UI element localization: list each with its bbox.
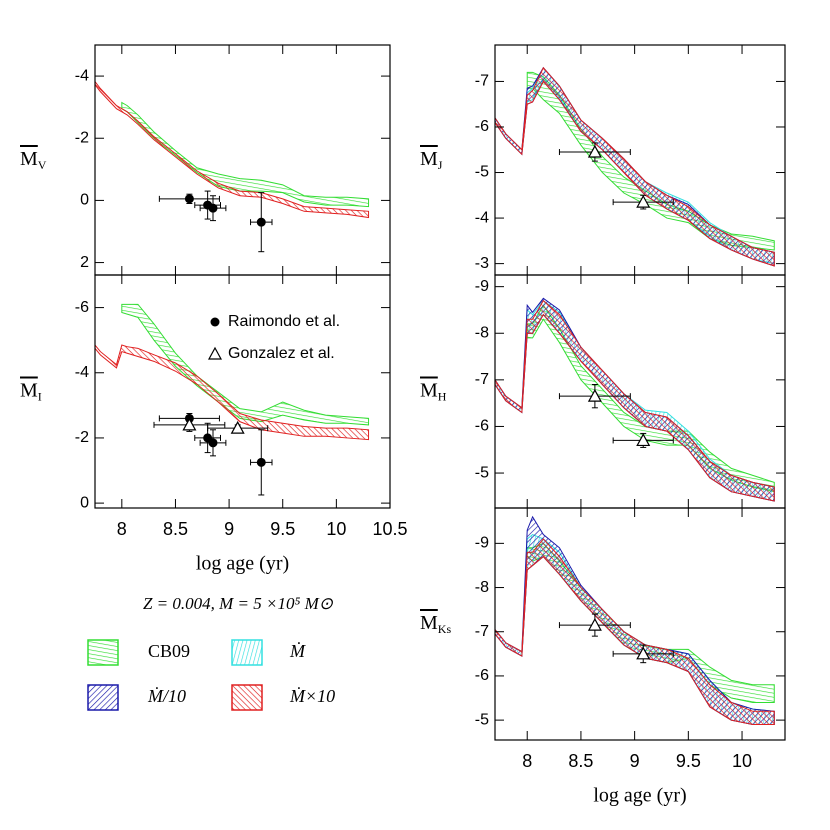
data-point [587,144,602,158]
y-tick-label: 0 [80,494,89,511]
y-axis-label-sub: J [438,158,443,172]
data-point [587,388,602,402]
legend-label: Gonzalez et al. [228,345,335,362]
x-tick-label: 9 [224,519,234,539]
y-tick-label: -7 [475,73,489,90]
data-point [208,438,218,448]
y-tick-label: -9 [475,278,489,295]
data-point [184,194,194,204]
data-point [636,194,651,208]
legend-swatch [87,684,119,711]
x-tick-label: 9 [630,751,640,771]
y-axis-label-main: M [420,379,438,401]
legend-marker [207,346,223,360]
plot-area [495,515,775,726]
legend-label: Ṁ [289,641,306,661]
data-point [587,617,602,631]
y-tick-label: -3 [475,255,489,272]
model-band [95,344,370,441]
x-tick-label: 9.5 [676,751,701,771]
plot-area [495,66,775,267]
x-tick-label: 8 [117,519,127,539]
y-axis-label-sub: V [38,158,47,172]
model-band [95,80,370,219]
x-tick-label: 10.5 [372,519,407,539]
y-tick-label: -2 [75,429,89,446]
panel-frame [494,507,786,741]
x-tick-label: 10 [326,519,346,539]
y-tick-label: -4 [75,364,89,381]
y-axis-label-sub: H [438,389,447,403]
y-tick-label: -6 [475,118,489,135]
y-tick-label: -5 [475,464,489,481]
y-tick-label: -6 [475,418,489,435]
y-axis-label: MJ [420,148,443,172]
y-tick-label: 0 [80,192,89,209]
y-tick-label: -6 [75,299,89,316]
y-axis-label-main: M [20,148,38,170]
data-point [182,417,197,431]
data-point [208,203,218,213]
y-tick-label: -5 [475,711,489,728]
y-tick-label: -8 [475,579,489,596]
y-axis-label: MH [420,379,447,403]
y-axis-label: MV [20,148,47,172]
x-tick-label: 8 [522,751,532,771]
y-tick-label: 2 [80,254,89,271]
y-axis-label-main: M [420,612,438,634]
x-tick-label: 10 [732,751,752,771]
plot-area [495,297,775,502]
x-axis-label: log age (yr) [593,785,686,807]
legend-swatch [87,639,119,666]
data-point [636,646,651,660]
y-axis-label: MKs [420,612,451,636]
model-band [495,66,775,267]
y-tick-label: -2 [75,129,89,146]
legend-swatch [231,639,263,666]
y-tick-label: -7 [475,623,489,640]
x-tick-label: 9.5 [270,519,295,539]
model-band [495,538,775,726]
data-point [636,433,651,447]
y-axis-label-main: M [420,148,438,170]
y-tick-label: -6 [475,667,489,684]
y-tick-label: -7 [475,371,489,388]
plot-area [95,80,370,219]
y-axis-label-sub: I [38,389,42,403]
y-tick-label: -5 [475,164,489,181]
x-axis-label: log age (yr) [196,553,289,575]
legend-label: Raimondo et al. [228,313,340,330]
data-point [256,457,266,467]
y-tick-label: -4 [75,67,89,84]
model-band [121,303,370,426]
legend-label: CB09 [148,641,190,661]
y-axis-label-sub: Ks [438,622,452,636]
plot-area [95,303,370,441]
data-point [256,217,266,227]
legend-swatch [231,684,263,711]
data-point [230,420,245,434]
y-axis-label-main: M [20,379,38,401]
y-tick-label: -9 [475,535,489,552]
x-tick-label: 8.5 [568,751,593,771]
panel-frame [94,274,391,509]
panel-frame [94,44,391,276]
y-axis-label: MI [20,379,42,403]
legend-label: Ṁ/10 [147,686,186,706]
y-tick-label: -8 [475,324,489,341]
model-band [495,299,775,502]
x-tick-label: 8.5 [163,519,188,539]
y-tick-label: -4 [475,209,489,226]
legend-label: Ṁ×10 [289,686,335,706]
legend-marker [210,317,220,327]
annotation: Z = 0.004, M = 5 ×10⁵ M⊙ [143,594,334,613]
